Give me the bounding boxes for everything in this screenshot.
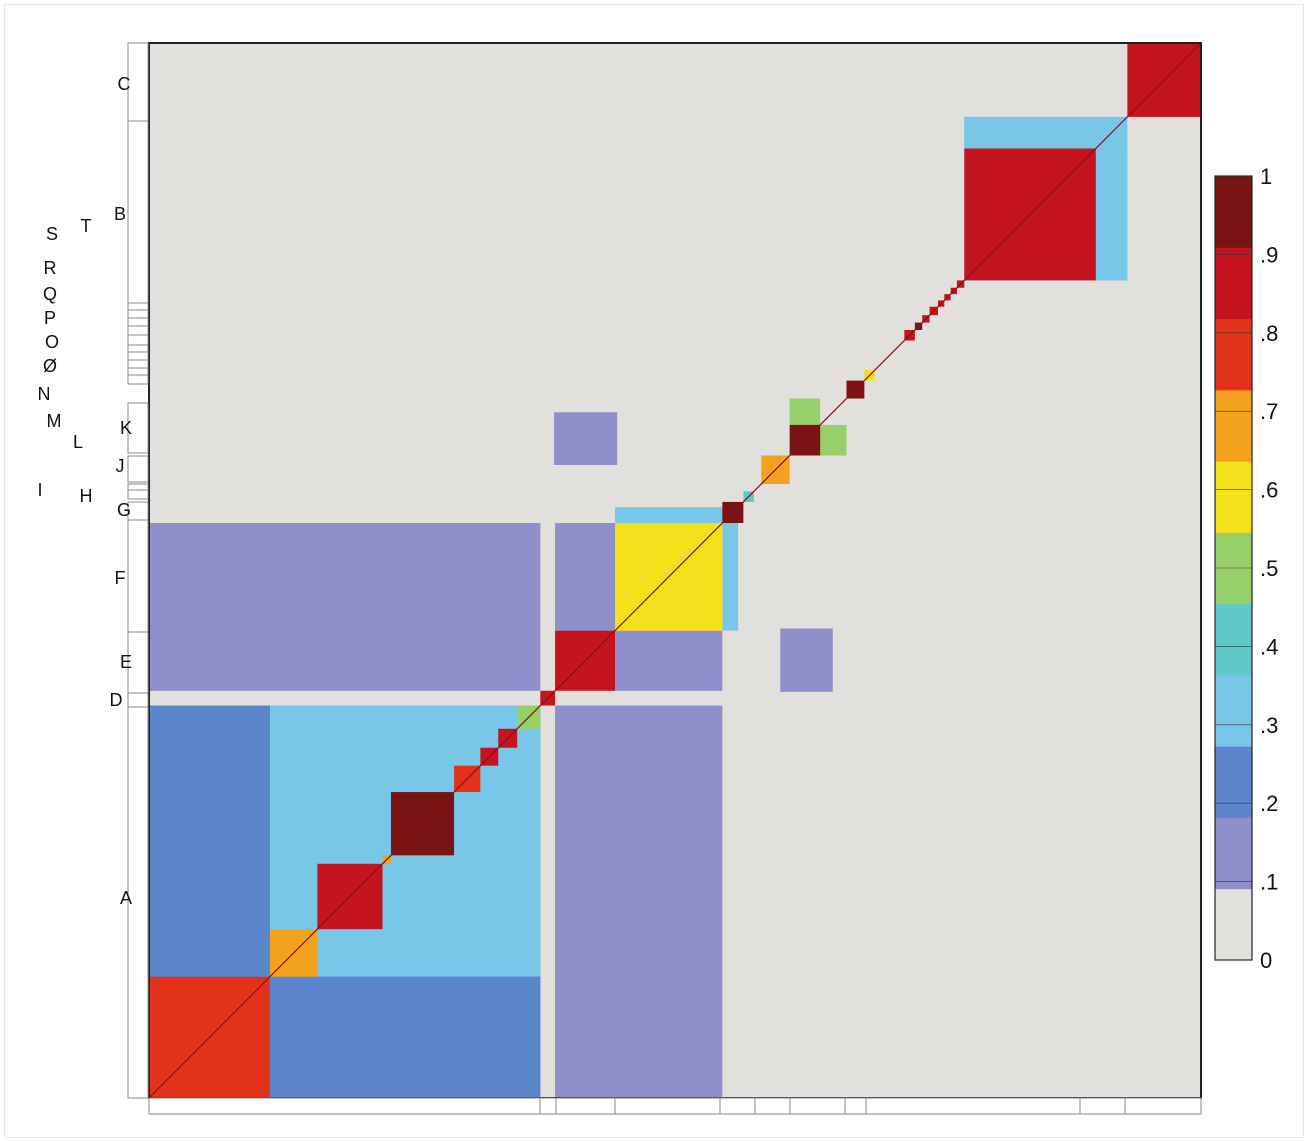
row-label: P: [44, 308, 56, 328]
column-group-bracket: [539, 1097, 557, 1115]
row-label: S: [46, 224, 58, 244]
column-group-bracket: [1079, 1097, 1126, 1115]
offdiagonal-block: [1095, 148, 1128, 281]
row-group-bracket: [127, 402, 149, 454]
offdiagonal-block: [149, 523, 541, 691]
row-group-bracket: [127, 309, 149, 319]
colorbar: 1 .9 .8 .7 .6 .5 .4 .3 .2 .1 0: [1214, 164, 1278, 973]
colorbar-swatch: [1215, 817, 1252, 890]
figure-frame: [4, 4, 1304, 1138]
row-group-bracket: [127, 706, 149, 1099]
colorbar-swatch: [1215, 318, 1252, 391]
offdiagonal-block: [555, 523, 616, 631]
colorbar-tick-label: .4: [1260, 634, 1278, 659]
row-label: I: [37, 480, 42, 500]
row-label: E: [120, 652, 132, 672]
colorbar-tick-label: .3: [1260, 713, 1278, 738]
colorbar-swatch: [1215, 389, 1252, 462]
colorbar-swatch: [1215, 888, 1252, 961]
row-label: A: [120, 888, 132, 908]
column-group-bracket: [754, 1097, 791, 1115]
offdiagonal-block: [554, 412, 618, 465]
offdiagonal-block: [149, 705, 270, 977]
row-label: O: [45, 332, 59, 352]
colorbar-swatch: [1215, 247, 1252, 320]
colorbar-tick-label: 1: [1260, 164, 1272, 189]
row-label: L: [73, 432, 83, 452]
colorbar-swatch: [1215, 746, 1252, 818]
row-group-bracket: [127, 692, 149, 708]
row-group-bracket: [127, 359, 149, 369]
offdiagonal-block: [615, 507, 723, 524]
row-label: N: [38, 384, 51, 404]
column-group-bracket: [844, 1097, 867, 1115]
row-label: R: [44, 258, 57, 278]
row-label: H: [80, 486, 93, 506]
colorbar-swatch: [1215, 176, 1252, 248]
row-label: G: [117, 500, 131, 520]
row-group-bracket: [127, 42, 149, 122]
row-label: M: [47, 411, 62, 431]
row-group-bracket: [127, 367, 149, 376]
row-label: D: [110, 690, 123, 710]
offdiagonal-block: [269, 976, 541, 1098]
colorbar-tick-label: .8: [1260, 321, 1278, 346]
offdiagonal-block: [780, 628, 833, 692]
row-group-bracket: [127, 317, 149, 327]
colorbar-tick-label: .5: [1260, 556, 1278, 581]
row-group-bracket: [127, 489, 149, 500]
colorbar-tick-label: 0: [1260, 948, 1272, 973]
row-group-bracket: [127, 344, 149, 353]
colorbar-tick-label: .2: [1260, 791, 1278, 816]
offdiagonal-block: [615, 630, 723, 691]
column-group-bracket: [614, 1097, 721, 1115]
offdiagonal-block: [964, 116, 1096, 149]
colorbar-swatch: [1215, 461, 1252, 533]
row-group-bracket: [127, 302, 149, 311]
row-label: K: [120, 418, 132, 438]
offdiagonal-block: [722, 523, 739, 631]
row-label: Ø: [43, 356, 57, 376]
row-group-bracket: [127, 120, 149, 304]
row-group-bracket: [127, 334, 149, 346]
colorbar-swatch: [1215, 674, 1252, 747]
row-group-bracket: [127, 519, 149, 633]
colorbar-tick-label: .6: [1260, 478, 1278, 503]
diagonal-line: [148, 42, 1202, 1099]
row-group-bracket: [127, 351, 149, 361]
colorbar-tick-label: .7: [1260, 399, 1278, 424]
row-label: B: [114, 204, 126, 224]
colorbar-tick-label: .9: [1260, 242, 1278, 267]
colorbar-tick-label: .1: [1260, 870, 1278, 895]
row-label: Q: [43, 284, 57, 304]
row-group-brackets: [127, 42, 1202, 1115]
row-group-bracket: [127, 455, 149, 483]
row-group-bracket: [127, 483, 149, 491]
row-group-bracket: [127, 325, 149, 336]
offdiagonal-block: [555, 705, 723, 1098]
row-label: C: [118, 74, 131, 94]
colorbar-swatch: [1215, 603, 1252, 676]
row-group-bracket: [127, 374, 149, 385]
row-label: J: [116, 456, 125, 476]
row-label: F: [115, 568, 126, 588]
heatmap-body: [148, 42, 1202, 1099]
row-label: T: [81, 216, 92, 236]
